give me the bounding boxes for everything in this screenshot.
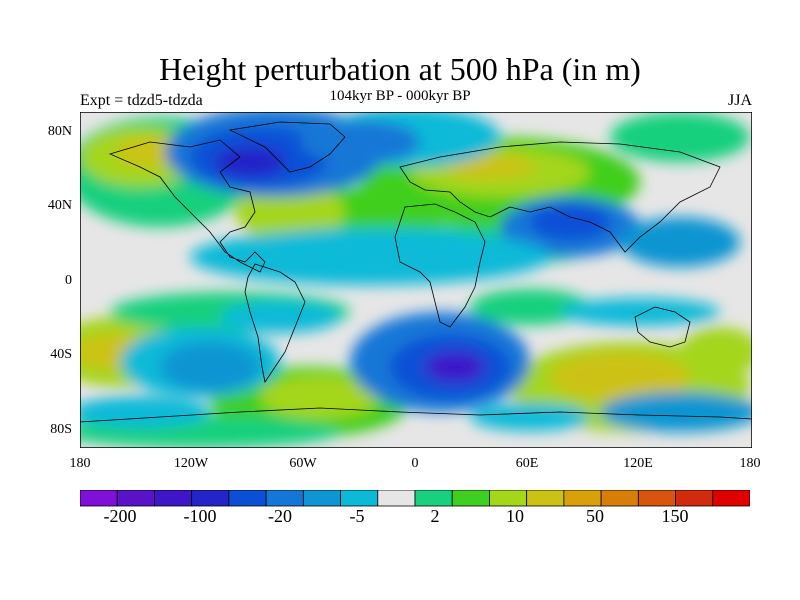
colorbar [80,490,750,507]
coastlines [80,121,752,423]
colorbar-swatch [712,490,750,507]
lon-tick-label: 120E [623,456,653,471]
colorbar-label: 10 [506,506,524,526]
colorbar-swatch [116,490,155,507]
lon-tick-label: 60E [515,456,539,471]
colorbar-swatch [414,490,453,507]
lat-tick-label: 80S [50,422,72,437]
lat-tick-label: 40S [50,347,72,362]
lon-tick-label: 180 [739,456,761,471]
colorbar-swatch [154,490,193,507]
colorbar-label: 150 [661,506,689,526]
colorbar-swatch [80,490,118,507]
lat-tick-label: 0 [65,273,72,288]
colorbar-swatch [265,490,304,507]
colorbar-label: -200 [103,506,137,526]
season-label: JJA [727,92,752,109]
lon-tick-label: 60W [289,456,317,471]
height-perturbation-map [80,112,752,448]
colorbar-swatch [340,490,379,507]
colorbar-swatch [600,490,639,507]
colorbar-swatch [191,490,230,507]
colorbar-swatch [637,490,676,507]
lon-tick-label: 180 [69,456,91,471]
colorbar-swatch [302,490,341,507]
lat-tick-label: 80N [47,124,72,139]
colorbar-label: -20 [268,506,292,526]
lat-tick-label: 40N [47,198,72,213]
colorbar-label: 2 [430,506,440,526]
chart-subtitle: 104kyr BP - 000kyr BP [329,88,471,104]
colorbar-swatch [489,490,528,507]
colorbar-swatch [451,490,490,507]
colorbar-swatch [377,490,416,507]
colorbar-label: -100 [183,506,217,526]
colorbar-swatch [675,490,714,507]
colorbar-label: 50 [586,506,604,526]
colorbar-swatch [526,490,565,507]
lon-tick-label: 120W [173,456,209,471]
colorbar-swatch [228,490,267,507]
lon-tick-label: 0 [411,456,419,471]
chart-title: Height perturbation at 500 hPa (in m) [159,51,641,87]
experiment-label: Expt = tdzd5-tdzda [80,92,203,109]
colorbar-label: -5 [349,506,365,526]
colorbar-swatch [563,490,602,507]
